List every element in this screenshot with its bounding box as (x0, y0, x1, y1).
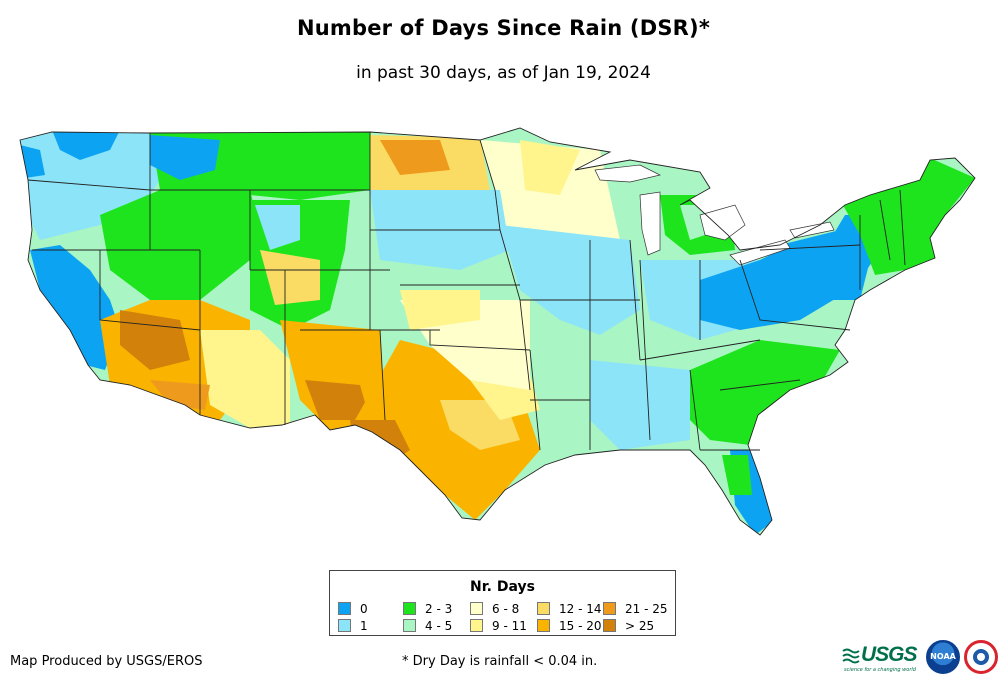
usgs-wave-icon (842, 648, 860, 664)
legend-item-21-25: 21 - 25 (603, 602, 668, 616)
nws-logo (964, 640, 998, 674)
map-title: Number of Days Since Rain (DSR)* (296, 16, 711, 40)
legend-swatch-6-8 (470, 602, 483, 615)
map-credit: Map Produced by USGS/EROS (10, 654, 203, 669)
legend-item-2-3: 2 - 3 (403, 602, 452, 616)
legend-item-1: 1 (338, 619, 368, 633)
usgs-logo: USGS science for a changing world (842, 643, 918, 673)
legend-item-9-11: 9 - 11 (470, 619, 527, 633)
noaa-wordmark: NOAA (930, 652, 956, 661)
nws-emblem-icon (973, 649, 989, 665)
legend-item-12-14: 12 - 14 (537, 602, 602, 616)
legend-item-0: 0 (338, 602, 368, 616)
map-subtitle: in past 30 days, as of Jan 19, 2024 (356, 63, 651, 83)
legend-swatch-1 (338, 619, 351, 632)
legend-item-15-20: 15 - 20 (537, 619, 602, 633)
great-lakes (594, 164, 835, 266)
usgs-tagline: science for a changing world (844, 667, 916, 673)
state-boundaries (19, 127, 976, 536)
legend-swatch-2-3 (403, 602, 416, 615)
legend-swatch-15-20 (537, 619, 550, 632)
legend-title: Nr. Days (470, 579, 535, 595)
legend-item-4-5: 4 - 5 (403, 619, 452, 633)
dry-day-footnote: * Dry Day is rainfall < 0.04 in. (402, 654, 598, 669)
us-dsr-map (19, 127, 976, 536)
dsr-regions (20, 128, 975, 535)
agency-logos: USGS science for a changing world NOAA (842, 640, 1002, 680)
legend-swatch-4-5 (403, 619, 416, 632)
legend-swatch-12-14 (537, 602, 550, 615)
legend-swatch-9-11 (470, 619, 483, 632)
legend: Nr. Days 0 1 2 - 3 4 - 5 6 - 8 9 - 11 12… (329, 570, 676, 636)
legend-item-6-8: 6 - 8 (470, 602, 519, 616)
legend-swatch-21-25 (603, 602, 616, 615)
legend-item-gt-25: > 25 (603, 619, 654, 633)
noaa-logo: NOAA (926, 640, 960, 674)
usgs-wordmark: USGS (861, 643, 918, 666)
legend-swatch-gt-25 (603, 619, 616, 632)
legend-swatch-0 (338, 602, 351, 615)
